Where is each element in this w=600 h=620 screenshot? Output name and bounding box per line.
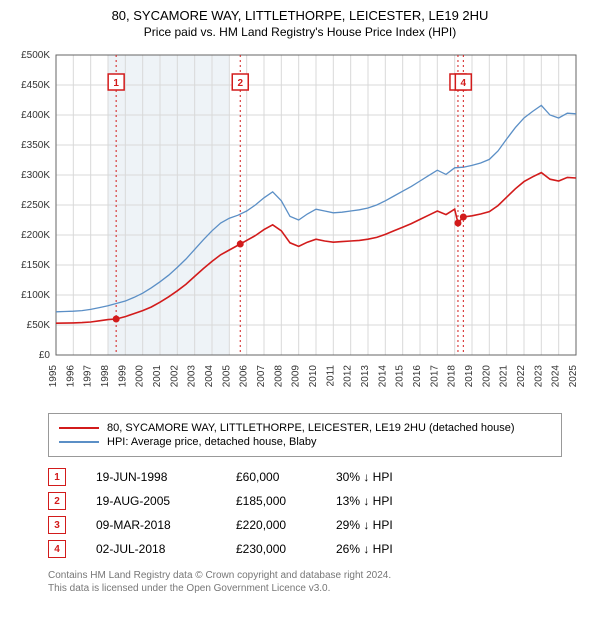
svg-text:2004: 2004 — [204, 365, 215, 388]
svg-text:1995: 1995 — [48, 365, 59, 388]
sale-price: £220,000 — [236, 518, 336, 532]
svg-text:1999: 1999 — [117, 365, 128, 388]
svg-text:£300K: £300K — [21, 170, 50, 181]
legend-swatch — [59, 441, 99, 442]
svg-text:2007: 2007 — [256, 365, 267, 388]
sale-marker-icon: 4 — [48, 540, 66, 558]
sale-date: 19-JUN-1998 — [96, 470, 236, 484]
svg-text:2008: 2008 — [273, 365, 284, 388]
legend-label: HPI: Average price, detached house, Blab… — [107, 436, 317, 448]
footer-attribution: Contains HM Land Registry data © Crown c… — [48, 569, 592, 595]
legend-swatch — [59, 427, 99, 429]
svg-text:2002: 2002 — [169, 365, 180, 388]
legend: 80, SYCAMORE WAY, LITTLETHORPE, LEICESTE… — [48, 413, 562, 457]
sale-row: 2 19-AUG-2005£185,00013% ↓ HPI — [48, 489, 592, 513]
svg-text:2001: 2001 — [152, 365, 163, 388]
svg-text:£250K: £250K — [21, 200, 50, 211]
svg-text:2020: 2020 — [481, 365, 492, 388]
svg-text:2013: 2013 — [360, 365, 371, 388]
svg-text:2011: 2011 — [325, 365, 336, 387]
svg-text:£500K: £500K — [21, 50, 50, 61]
sale-price: £185,000 — [236, 494, 336, 508]
sale-vs-hpi: 30% ↓ HPI — [336, 470, 436, 484]
sale-vs-hpi: 13% ↓ HPI — [336, 494, 436, 508]
svg-text:2009: 2009 — [291, 365, 302, 388]
svg-text:£400K: £400K — [21, 110, 50, 121]
svg-text:2006: 2006 — [239, 365, 250, 388]
chart-subtitle: Price paid vs. HM Land Registry's House … — [8, 25, 592, 39]
sales-table: 1 19-JUN-1998£60,00030% ↓ HPI 2 19-AUG-2005… — [48, 465, 592, 561]
svg-text:1: 1 — [113, 78, 119, 89]
svg-text:2018: 2018 — [447, 365, 458, 388]
svg-text:£0: £0 — [39, 350, 51, 361]
svg-text:2019: 2019 — [464, 365, 475, 388]
sale-row: 3 09-MAR-2018£220,00029% ↓ HPI — [48, 513, 592, 537]
sale-vs-hpi: 29% ↓ HPI — [336, 518, 436, 532]
svg-text:£50K: £50K — [27, 320, 51, 331]
legend-label: 80, SYCAMORE WAY, LITTLETHORPE, LEICESTE… — [107, 422, 515, 434]
sale-marker-icon: 3 — [48, 516, 66, 534]
svg-text:£100K: £100K — [21, 290, 50, 301]
svg-text:2025: 2025 — [568, 365, 579, 388]
svg-text:2015: 2015 — [395, 365, 406, 388]
svg-text:1998: 1998 — [100, 365, 111, 388]
sale-date: 19-AUG-2005 — [96, 494, 236, 508]
svg-text:2010: 2010 — [308, 365, 319, 388]
svg-text:1997: 1997 — [83, 365, 94, 388]
sale-date: 02-JUL-2018 — [96, 542, 236, 556]
svg-text:2023: 2023 — [533, 365, 544, 388]
sale-price: £60,000 — [236, 470, 336, 484]
svg-text:2012: 2012 — [343, 365, 354, 388]
svg-text:£450K: £450K — [21, 80, 50, 91]
svg-text:2024: 2024 — [551, 365, 562, 388]
svg-text:£350K: £350K — [21, 140, 50, 151]
legend-item: HPI: Average price, detached house, Blab… — [59, 436, 551, 448]
sale-row: 1 19-JUN-1998£60,00030% ↓ HPI — [48, 465, 592, 489]
sale-row: 4 02-JUL-2018£230,00026% ↓ HPI — [48, 537, 592, 561]
footer-line-1: Contains HM Land Registry data © Crown c… — [48, 569, 592, 582]
sale-price: £230,000 — [236, 542, 336, 556]
svg-text:2016: 2016 — [412, 365, 423, 388]
sale-vs-hpi: 26% ↓ HPI — [336, 542, 436, 556]
svg-text:2003: 2003 — [187, 365, 198, 388]
svg-text:2: 2 — [237, 78, 243, 89]
sale-marker-icon: 2 — [48, 492, 66, 510]
sale-marker-icon: 1 — [48, 468, 66, 486]
svg-text:2005: 2005 — [221, 365, 232, 388]
svg-text:1996: 1996 — [65, 365, 76, 388]
sale-date: 09-MAR-2018 — [96, 518, 236, 532]
legend-item: 80, SYCAMORE WAY, LITTLETHORPE, LEICESTE… — [59, 422, 551, 434]
chart-title: 80, SYCAMORE WAY, LITTLETHORPE, LEICESTE… — [8, 8, 592, 23]
svg-text:£200K: £200K — [21, 230, 50, 241]
svg-text:2014: 2014 — [377, 365, 388, 388]
svg-text:2017: 2017 — [429, 365, 440, 388]
chart-area: £0 £50K £100K £150K £200K £250K £300K £350K £400… — [8, 45, 592, 405]
svg-text:£150K: £150K — [21, 260, 50, 271]
svg-text:2021: 2021 — [499, 365, 510, 388]
chart-svg: £0 £50K £100K £150K £200K £250K £300K £350K £400… — [8, 45, 592, 405]
svg-text:2022: 2022 — [516, 365, 527, 388]
svg-text:2000: 2000 — [135, 365, 146, 388]
svg-text:4: 4 — [461, 78, 467, 89]
footer-line-2: This data is licensed under the Open Gov… — [48, 582, 592, 595]
